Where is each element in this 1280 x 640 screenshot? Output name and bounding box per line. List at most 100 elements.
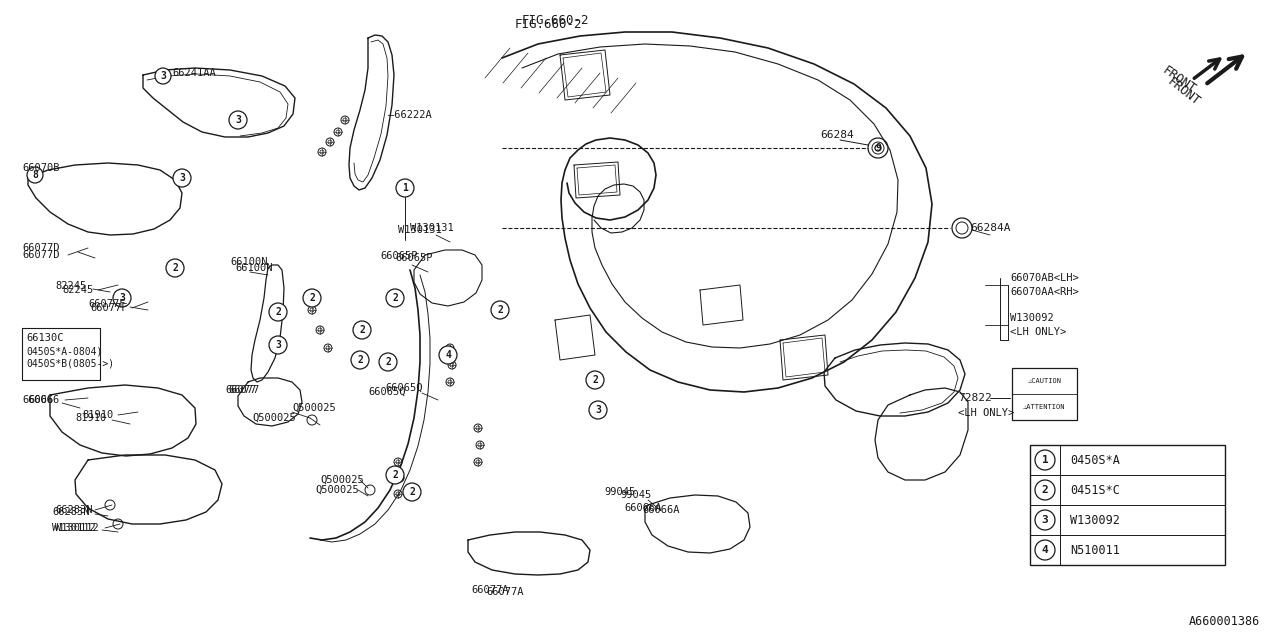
Text: 0450S*B(0805->): 0450S*B(0805->) (26, 359, 114, 369)
Text: 3: 3 (595, 405, 600, 415)
Text: 2: 2 (360, 325, 365, 335)
Circle shape (387, 466, 404, 484)
Text: 2: 2 (1042, 485, 1048, 495)
Text: 66100N: 66100N (230, 257, 268, 267)
Text: 66066: 66066 (22, 395, 54, 405)
Text: 3: 3 (119, 293, 125, 303)
Text: 3: 3 (275, 340, 280, 350)
Text: 2: 2 (593, 375, 598, 385)
Text: Q500025: Q500025 (252, 413, 296, 423)
Text: 66066A: 66066A (643, 505, 680, 515)
Circle shape (387, 289, 404, 307)
Text: 66283N: 66283N (55, 505, 92, 515)
Text: —66222A: —66222A (388, 110, 431, 120)
Text: 8: 8 (32, 170, 38, 180)
Text: 66065Q: 66065Q (385, 383, 422, 393)
Circle shape (155, 68, 172, 84)
Text: 0450S*A-0804): 0450S*A-0804) (26, 347, 102, 357)
Text: 66065P: 66065P (396, 253, 433, 263)
Circle shape (269, 336, 287, 354)
Text: 66283N: 66283N (52, 507, 90, 517)
Text: Q500025: Q500025 (292, 403, 335, 413)
Text: W130131: W130131 (410, 223, 453, 233)
Bar (1012, 368, 1076, 420)
Text: 66077D: 66077D (22, 250, 59, 260)
Text: ⚠ATTENTION: ⚠ATTENTION (1023, 404, 1066, 410)
Text: 66065P: 66065P (380, 251, 417, 261)
Bar (1030, 445, 1225, 565)
Text: 66065Q: 66065Q (369, 387, 406, 397)
Text: A660001386: A660001386 (1189, 615, 1260, 628)
Text: 9: 9 (876, 143, 881, 153)
Text: 3: 3 (1042, 515, 1048, 525)
Text: W130092: W130092 (1070, 513, 1120, 527)
Text: FIG.660-2: FIG.660-2 (521, 13, 589, 26)
Text: <LH ONLY>: <LH ONLY> (1010, 327, 1066, 337)
Text: 0450S*A: 0450S*A (1070, 454, 1120, 467)
Circle shape (586, 371, 604, 389)
Circle shape (396, 179, 413, 197)
Circle shape (1036, 480, 1055, 500)
Text: 66077F: 66077F (88, 299, 125, 309)
Text: 66077D: 66077D (22, 243, 59, 253)
Text: 66070B: 66070B (22, 163, 59, 173)
Text: FRONT: FRONT (1165, 76, 1202, 109)
Circle shape (379, 353, 397, 371)
Text: W130112: W130112 (55, 523, 99, 533)
Text: 2: 2 (392, 293, 398, 303)
Text: 2: 2 (172, 263, 178, 273)
Text: 1: 1 (1042, 455, 1048, 465)
Circle shape (589, 401, 607, 419)
Text: FIG.660-2: FIG.660-2 (515, 18, 581, 31)
Text: 66241AA: 66241AA (172, 68, 216, 78)
Circle shape (1036, 540, 1055, 560)
Text: 2: 2 (392, 470, 398, 480)
Text: Q500025: Q500025 (320, 475, 364, 485)
Text: 3: 3 (236, 115, 241, 125)
Text: 3: 3 (179, 173, 184, 183)
Text: W130131: W130131 (398, 225, 442, 235)
Circle shape (1036, 450, 1055, 470)
Text: 66070AA<RH>: 66070AA<RH> (1010, 287, 1079, 297)
Circle shape (27, 167, 44, 183)
Text: 66077F: 66077F (90, 303, 128, 313)
Text: 4: 4 (1042, 545, 1048, 555)
Text: ⚠CAUTION: ⚠CAUTION (1028, 378, 1061, 384)
Circle shape (166, 259, 184, 277)
Text: W130112: W130112 (52, 523, 96, 533)
Circle shape (303, 289, 321, 307)
Circle shape (351, 351, 369, 369)
Text: 66066: 66066 (28, 395, 59, 405)
Circle shape (113, 289, 131, 307)
Text: Q500025: Q500025 (315, 485, 358, 495)
Circle shape (1036, 510, 1055, 530)
Circle shape (173, 169, 191, 187)
Circle shape (439, 346, 457, 364)
Text: 2: 2 (275, 307, 280, 317)
Text: W130092: W130092 (1010, 313, 1053, 323)
Text: 82245: 82245 (61, 285, 93, 295)
Text: 2: 2 (497, 305, 503, 315)
Text: 66077A: 66077A (486, 587, 524, 597)
Circle shape (229, 111, 247, 129)
Text: 66284A: 66284A (970, 223, 1010, 233)
Text: 66070AB<LH>: 66070AB<LH> (1010, 273, 1079, 283)
Text: 1: 1 (402, 183, 408, 193)
Text: FRONT: FRONT (1160, 64, 1198, 96)
Text: 82245: 82245 (55, 281, 86, 291)
Text: 99045: 99045 (604, 487, 635, 497)
Text: 72822: 72822 (957, 393, 992, 403)
Text: 66284: 66284 (820, 130, 854, 140)
Text: 66066A: 66066A (625, 503, 662, 513)
Text: N510011: N510011 (1070, 543, 1120, 557)
Text: 66077: 66077 (228, 385, 260, 395)
Text: 2: 2 (410, 487, 415, 497)
Text: 0451S*C: 0451S*C (1070, 483, 1120, 497)
Circle shape (876, 145, 881, 151)
Circle shape (492, 301, 509, 319)
Text: 81910: 81910 (76, 413, 106, 423)
Text: 66077A: 66077A (471, 585, 508, 595)
Text: 2: 2 (357, 355, 364, 365)
Text: 3: 3 (160, 71, 166, 81)
Text: 2: 2 (385, 357, 390, 367)
